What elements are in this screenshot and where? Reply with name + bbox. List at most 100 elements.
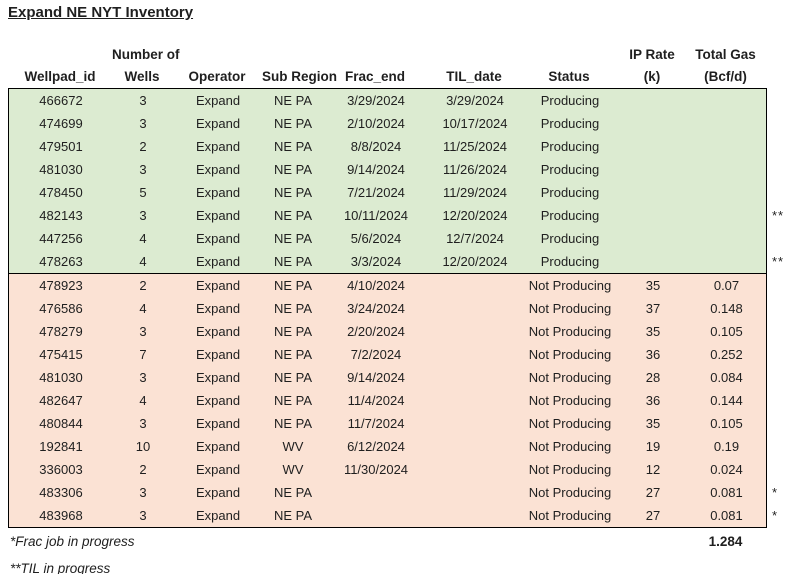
- cell-sub-region[interactable]: NE PA: [273, 185, 313, 200]
- cell-ip-rate[interactable]: [619, 250, 687, 273]
- cell-wellpad-id[interactable]: 474699: [39, 116, 83, 131]
- cell-total-gas[interactable]: 0.144: [710, 393, 743, 408]
- cell-til-date[interactable]: [429, 481, 521, 504]
- cell-sub-region[interactable]: NE PA: [273, 231, 313, 246]
- cell-til-date[interactable]: 3/29/2024: [446, 93, 504, 108]
- cell-sub-region[interactable]: NE PA: [273, 370, 313, 385]
- cell-status[interactable]: Producing: [540, 93, 600, 108]
- cell-wells[interactable]: 3: [139, 324, 147, 339]
- cell-operator[interactable]: Expand: [195, 162, 241, 177]
- cell-sub-region[interactable]: NE PA: [273, 301, 313, 316]
- cell-sub-region[interactable]: NE PA: [273, 208, 313, 223]
- cell-til-date[interactable]: [429, 343, 521, 366]
- cell-ip-rate[interactable]: [619, 112, 687, 135]
- cell-til-date[interactable]: [429, 458, 521, 481]
- cell-sub-region[interactable]: WV: [282, 462, 304, 477]
- cell-sub-region[interactable]: NE PA: [273, 278, 313, 293]
- cell-wells[interactable]: 3: [139, 116, 147, 131]
- cell-til-date[interactable]: [429, 366, 521, 389]
- cell-total-gas[interactable]: 0.024: [710, 462, 743, 477]
- cell-frac-end[interactable]: 7/2/2024: [350, 347, 402, 362]
- cell-status[interactable]: Producing: [540, 208, 600, 223]
- cell-ip-rate[interactable]: 35: [645, 416, 661, 431]
- cell-wellpad-id[interactable]: 466672: [39, 93, 83, 108]
- cell-frac-end[interactable]: 9/14/2024: [347, 370, 405, 385]
- cell-til-date[interactable]: [429, 389, 521, 412]
- cell-operator[interactable]: Expand: [195, 508, 241, 523]
- cell-wellpad-id[interactable]: 336003: [39, 462, 83, 477]
- cell-frac-end[interactable]: 11/7/2024: [347, 416, 405, 431]
- cell-frac-end[interactable]: 5/6/2024: [350, 231, 402, 246]
- cell-total-gas[interactable]: 0.19: [713, 439, 740, 454]
- cell-sub-region[interactable]: NE PA: [273, 508, 313, 523]
- cell-status[interactable]: Producing: [540, 116, 600, 131]
- cell-status[interactable]: Producing: [540, 231, 600, 246]
- cell-total-gas[interactable]: 0.081: [710, 508, 743, 523]
- cell-wells[interactable]: 2: [139, 139, 147, 154]
- cell-frac-end[interactable]: 2/10/2024: [347, 116, 405, 131]
- cell-wellpad-id[interactable]: 479501: [39, 139, 83, 154]
- cell-total-gas[interactable]: [687, 227, 766, 250]
- cell-sub-region[interactable]: NE PA: [273, 416, 313, 431]
- cell-ip-rate[interactable]: [619, 227, 687, 250]
- cell-sub-region[interactable]: NE PA: [273, 116, 313, 131]
- cell-wellpad-id[interactable]: 481030: [39, 370, 83, 385]
- cell-operator[interactable]: Expand: [195, 116, 241, 131]
- cell-ip-rate[interactable]: 36: [645, 347, 661, 362]
- cell-operator[interactable]: Expand: [195, 231, 241, 246]
- cell-ip-rate[interactable]: 28: [645, 370, 661, 385]
- cell-operator[interactable]: Expand: [195, 185, 241, 200]
- cell-operator[interactable]: Expand: [195, 208, 241, 223]
- cell-ip-rate[interactable]: [619, 89, 687, 112]
- cell-status[interactable]: Not Producing: [528, 370, 612, 385]
- cell-til-date[interactable]: [429, 435, 521, 458]
- cell-frac-end[interactable]: 11/30/2024: [343, 462, 409, 477]
- cell-total-gas[interactable]: 0.081: [710, 485, 743, 500]
- cell-status[interactable]: Not Producing: [528, 278, 612, 293]
- cell-total-gas[interactable]: 0.07: [713, 278, 740, 293]
- cell-sub-region[interactable]: WV: [282, 439, 304, 454]
- cell-til-date[interactable]: 12/20/2024: [442, 254, 508, 269]
- cell-wells[interactable]: 2: [139, 462, 147, 477]
- cell-wellpad-id[interactable]: 483968: [39, 508, 83, 523]
- cell-wells[interactable]: 3: [139, 508, 147, 523]
- cell-wellpad-id[interactable]: 447256: [39, 231, 83, 246]
- cell-ip-rate[interactable]: 36: [645, 393, 661, 408]
- cell-wells[interactable]: 4: [139, 301, 147, 316]
- cell-sub-region[interactable]: NE PA: [273, 139, 313, 154]
- cell-total-gas[interactable]: 0.105: [710, 416, 743, 431]
- cell-sub-region[interactable]: NE PA: [273, 393, 313, 408]
- cell-wells[interactable]: 2: [139, 278, 147, 293]
- cell-status[interactable]: Not Producing: [528, 416, 612, 431]
- cell-total-gas[interactable]: [687, 250, 766, 273]
- cell-til-date[interactable]: 11/26/2024: [442, 162, 508, 177]
- cell-til-date[interactable]: [429, 297, 521, 320]
- cell-til-date[interactable]: [429, 274, 521, 297]
- cell-frac-end[interactable]: 2/20/2024: [347, 324, 405, 339]
- cell-status[interactable]: Not Producing: [528, 347, 612, 362]
- cell-frac-end[interactable]: 11/4/2024: [347, 393, 405, 408]
- cell-wells[interactable]: 4: [139, 231, 147, 246]
- cell-wells[interactable]: 3: [139, 416, 147, 431]
- cell-status[interactable]: Not Producing: [528, 462, 612, 477]
- cell-wellpad-id[interactable]: 478263: [39, 254, 83, 269]
- cell-total-gas[interactable]: [687, 89, 766, 112]
- cell-operator[interactable]: Expand: [195, 439, 241, 454]
- cell-total-gas[interactable]: 0.148: [710, 301, 743, 316]
- cell-wellpad-id[interactable]: 480844: [39, 416, 83, 431]
- cell-frac-end[interactable]: 3/29/2024: [347, 93, 405, 108]
- cell-status[interactable]: Producing: [540, 139, 600, 154]
- cell-frac-end[interactable]: 3/3/2024: [350, 254, 402, 269]
- cell-frac-end[interactable]: 9/14/2024: [347, 162, 405, 177]
- cell-wells[interactable]: 10: [135, 439, 151, 454]
- cell-wellpad-id[interactable]: 482143: [39, 208, 83, 223]
- cell-til-date[interactable]: 11/25/2024: [442, 139, 508, 154]
- cell-sub-region[interactable]: NE PA: [273, 254, 313, 269]
- cell-operator[interactable]: Expand: [195, 93, 241, 108]
- cell-wells[interactable]: 3: [139, 162, 147, 177]
- cell-ip-rate[interactable]: 35: [645, 324, 661, 339]
- cell-sub-region[interactable]: NE PA: [273, 93, 313, 108]
- cell-frac-end[interactable]: 7/21/2024: [347, 185, 405, 200]
- cell-status[interactable]: Not Producing: [528, 301, 612, 316]
- cell-sub-region[interactable]: NE PA: [273, 324, 313, 339]
